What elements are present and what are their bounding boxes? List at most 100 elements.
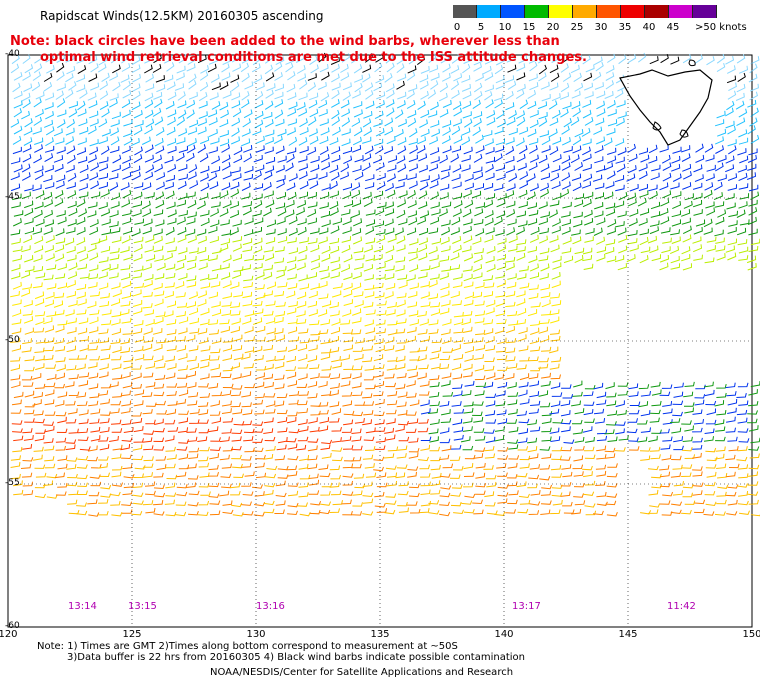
wind-barb <box>365 446 375 450</box>
wind-barb <box>210 437 220 441</box>
wind-barb <box>168 401 178 406</box>
wind-barb <box>332 408 341 414</box>
wind-barb <box>201 218 209 226</box>
wind-barb <box>429 392 439 397</box>
wind-barb <box>596 492 606 497</box>
wind-barb <box>364 127 372 136</box>
wind-barb <box>363 499 373 504</box>
wind-barb <box>89 111 98 118</box>
wind-barb <box>551 173 559 181</box>
wind-barb <box>684 364 694 369</box>
wind-barb <box>550 146 558 154</box>
wind-barb <box>562 202 571 208</box>
wind-barb <box>652 321 662 326</box>
wind-barb <box>212 392 222 396</box>
wind-barb <box>573 300 582 307</box>
wind-barb <box>672 363 682 368</box>
wind-barb <box>539 236 547 244</box>
wind-barb <box>705 401 715 405</box>
wind-barb <box>299 171 307 179</box>
wind-barb <box>374 354 383 360</box>
wind-barb <box>200 308 209 315</box>
wind-barb <box>287 308 296 314</box>
wind-barb <box>299 492 309 497</box>
wind-barb <box>683 358 693 363</box>
wind-barb <box>133 300 142 307</box>
wind-barb <box>573 465 583 469</box>
wind-barb <box>476 345 485 351</box>
wind-barb <box>254 200 262 208</box>
lat-label: -55 <box>5 478 20 488</box>
wind-barb <box>45 165 54 172</box>
wind-barb <box>134 219 143 225</box>
wind-barb <box>341 209 350 215</box>
wind-barb <box>242 402 252 406</box>
wind-barb <box>685 382 695 387</box>
wind-barb <box>376 345 385 351</box>
wind-barb <box>726 319 736 324</box>
wind-barb <box>44 192 52 200</box>
wind-barb <box>189 491 199 495</box>
wind-barb <box>737 84 745 92</box>
wind-barb <box>67 346 76 352</box>
wind-barb <box>540 465 550 469</box>
wind-barb <box>430 147 438 154</box>
wind-barb <box>396 384 405 389</box>
wind-barb <box>322 184 331 191</box>
wind-barb <box>505 302 515 307</box>
wind-barb <box>397 300 406 307</box>
wind-barb <box>89 100 97 108</box>
wind-barb <box>310 245 318 252</box>
wind-barb <box>584 402 594 406</box>
wind-barb <box>11 409 21 413</box>
wind-barb <box>431 129 439 137</box>
wind-barb <box>681 300 690 307</box>
wind-barb <box>100 81 108 90</box>
wind-barb <box>508 409 517 415</box>
wind-barb <box>353 347 363 351</box>
wind-barb <box>550 330 560 335</box>
wind-barb <box>594 57 602 65</box>
wind-barb <box>354 64 362 73</box>
wind-barb <box>111 420 121 425</box>
wind-barb <box>663 409 672 414</box>
wind-barb <box>552 93 560 101</box>
wind-barb <box>168 146 177 153</box>
wind-barb <box>90 119 98 126</box>
wind-barb <box>541 454 551 459</box>
wind-barb <box>176 137 185 144</box>
wind-barb <box>231 75 239 83</box>
wind-barb <box>384 146 392 153</box>
wind-barb <box>322 254 330 261</box>
wind-barb <box>398 392 407 398</box>
wind-barb <box>198 402 208 406</box>
wind-barb <box>706 264 715 271</box>
wind-barb <box>65 401 75 405</box>
wind-barb <box>157 263 165 270</box>
wind-barb <box>209 483 219 487</box>
wind-barb <box>222 183 230 191</box>
wind-barb <box>308 117 316 126</box>
wind-barb <box>145 145 153 153</box>
wind-barb <box>739 173 747 181</box>
wind-barb <box>582 466 592 470</box>
wind-barb <box>230 210 238 217</box>
wind-barb <box>672 412 682 416</box>
wind-barb <box>399 437 409 441</box>
wind-barb <box>342 310 351 317</box>
wind-barb <box>648 298 657 305</box>
wind-barb <box>99 202 108 209</box>
wind-barb <box>387 473 397 478</box>
wind-barb <box>363 154 371 162</box>
wind-barb <box>474 154 482 162</box>
wind-barb <box>287 183 295 191</box>
wind-barb <box>681 420 691 424</box>
wind-barb <box>14 91 22 99</box>
wind-barb <box>276 481 286 486</box>
wind-barb <box>365 385 375 389</box>
wind-barb <box>198 383 208 387</box>
wind-barb <box>640 208 649 215</box>
wind-barb <box>607 148 616 155</box>
wind-barb <box>616 274 625 281</box>
wind-barb <box>178 110 186 119</box>
